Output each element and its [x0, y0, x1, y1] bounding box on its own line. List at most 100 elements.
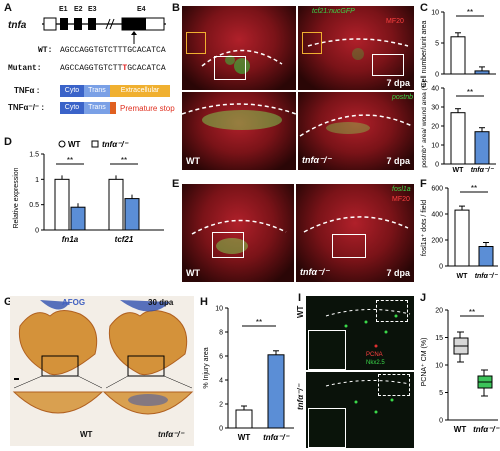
panel-d-bar-1-0 — [70, 206, 86, 231]
panel-i-ko-image — [306, 372, 414, 448]
panel-g-ko-label: tnfα⁻/⁻ — [158, 430, 184, 439]
panel-c-top-ylabel: Cell number/unit area — [421, 20, 428, 87]
panel-b-mf20-marker: MF20 — [386, 18, 404, 25]
panel-f-ylabel: fosl1a⁺ dots / field — [421, 200, 428, 256]
y-tick-label: 400 — [431, 212, 443, 219]
panel-b-postnb-marker: postnb — [392, 94, 414, 101]
panel-d-legend-wt: WT — [68, 140, 81, 149]
tnfa-gene-label: tnfa — [8, 20, 27, 31]
panel-d-bar-1-1 — [124, 198, 140, 231]
panel-h-bar-1 — [267, 354, 285, 429]
y-tick-label: 6 — [219, 354, 223, 361]
panel-i-pcna-marker: PCNA — [366, 352, 383, 358]
panel-d-legend-ko: tnfα⁻/⁻ — [102, 140, 129, 149]
y-tick-label: 4 — [219, 378, 223, 385]
panel-i-ko-label: tnfα⁻/⁻ — [296, 384, 305, 410]
panel-h-sig: ** — [256, 318, 262, 327]
panel-c-bottom-sig: ** — [467, 88, 473, 97]
y-tick-label: 0.5 — [29, 202, 39, 209]
panel-c-x-wt: WT — [453, 167, 465, 174]
y-tick-label: 200 — [431, 238, 443, 245]
panel-c-label: C — [420, 2, 428, 14]
panel-d-chart: WT tnfα⁻/⁻ Relative expression 00.511.5 … — [13, 140, 164, 244]
panel-b-7dpa-top: 7 dpa — [386, 78, 410, 88]
y-tick-label: 40 — [431, 86, 439, 93]
mutant-protein-label: TNFα⁻/⁻ : — [8, 103, 45, 112]
y-tick-label: 1 — [35, 177, 39, 184]
panel-c-x-ko: tnfα⁻/⁻ — [471, 167, 495, 174]
y-tick-label: 10 — [435, 363, 443, 370]
panel-g-afog-label: AFOG — [62, 298, 86, 307]
y-tick-label: 8 — [219, 330, 223, 337]
y-tick-label: 10 — [431, 10, 439, 17]
panel-c-bottom-bar-1 — [474, 131, 490, 165]
panel-j-x-wt: WT — [454, 425, 467, 434]
panel-b-wt-top-image — [182, 6, 296, 90]
panel-b-ko-label: tnfα⁻/⁻ — [302, 155, 332, 165]
panel-j-x-ko: tnfα⁻/⁻ — [473, 425, 500, 434]
panel-j-ylabel: PCNA⁺ CM (%) — [421, 338, 428, 387]
wt-label: WT: — [38, 46, 53, 55]
wt-sequence: AGCCAGGTGTCTTTGCACATCA — [60, 46, 166, 55]
panel-b-ko-bottom-image: tnfα⁻/⁻ 7 dpa — [298, 92, 414, 170]
panel-d-x-fn1a: fn1a — [62, 235, 79, 244]
y-tick-label: 600 — [431, 186, 443, 193]
panel-f-bar-1 — [478, 246, 494, 267]
panel-g-30dpa: 30 dpa — [148, 298, 174, 307]
panel-e-ko-label: tnfα⁻/⁻ — [300, 267, 330, 277]
panel-c-bottom-bar-0 — [450, 112, 466, 165]
panel-c-bottom-ylabel: postnb⁺ area/ wound area (%) — [421, 80, 428, 167]
mutant-sequence: AGCCAGGTGTCTTTGCACATCA — [60, 64, 166, 73]
y-tick-label: 0 — [219, 426, 223, 433]
y-tick-label: 5 — [439, 390, 443, 397]
panel-f-chart: fosl1a⁺ dots / field 0 200 400 600 ** WT tn… — [421, 184, 499, 280]
panel-j-chart: PCNA⁺ CM (%) 0 5 10 15 20 ** WT tnfα⁻/⁻ — [421, 308, 500, 435]
panel-g-wt-label: WT — [80, 430, 93, 439]
panel-i-wt-image: PCNA Nkx2.5 — [306, 296, 414, 370]
panel-g-image: AFOG 30 dpa WT tnfα⁻/⁻ — [10, 296, 194, 446]
exon-3-label: E3 — [88, 6, 97, 13]
panel-j-label: J — [420, 292, 427, 304]
panel-b-ko-top-image: 7 dpa — [298, 6, 414, 90]
panel-i-wt-label: WT — [296, 305, 305, 318]
exon-2-label: E2 — [74, 6, 83, 13]
y-tick-label: 0 — [435, 72, 439, 79]
panel-i-nkx-marker: Nkx2.5 — [366, 360, 385, 366]
y-tick-label: 15 — [435, 335, 443, 342]
panel-b-tcf21-marker: tcf21:nucGFP — [312, 8, 355, 15]
y-tick-label: 0 — [35, 228, 39, 235]
panel-b-label: B — [172, 2, 180, 14]
panel-a-label: A — [4, 2, 12, 14]
panel-d-label: D — [4, 136, 12, 148]
gene-structure-diagram — [42, 17, 166, 44]
y-tick-label: 1.5 — [29, 152, 39, 159]
panel-g-label: G — [4, 296, 13, 308]
panel-f-label: F — [420, 178, 427, 190]
panel-d-ylabel: Relative expression — [13, 167, 20, 228]
panel-d-x-tcf21: tcf21 — [115, 235, 134, 244]
panel-e-fosl1a-marker: fosl1a — [392, 186, 411, 193]
panel-i-label: I — [298, 292, 302, 304]
panel-e-mf20-marker: MF20 — [392, 196, 410, 203]
panel-e-ko-image: tnfα⁻/⁻ 7 dpa — [296, 184, 414, 282]
panel-c-charts: Cell number/unit area 0 5 10 ** postnb⁺ ar… — [421, 8, 496, 174]
panel-e-wt-image: WT — [182, 184, 294, 282]
panel-c-top-bar-1 — [474, 70, 490, 75]
y-tick-label: 0 — [439, 264, 443, 271]
panel-f-bar-0 — [454, 209, 470, 267]
premature-stop-label: Premature stop — [120, 104, 175, 113]
panel-e-label: E — [172, 178, 180, 190]
panel-h-label: H — [200, 296, 208, 308]
panel-d-sig-2: ** — [121, 156, 127, 165]
exon-1-label: E1 — [59, 6, 68, 13]
panel-e-7dpa: 7 dpa — [386, 268, 410, 278]
panel-h-ylabel: % Injury area — [203, 347, 210, 388]
panel-f-x-ko: tnfα⁻/⁻ — [475, 273, 499, 280]
wt-protein-label: TNFα : — [14, 86, 40, 95]
panel-h-chart: % Injury area 0 2 4 6 8 10 ** WT tnfα⁻/⁻ — [203, 306, 294, 442]
panel-c-top-sig: ** — [467, 8, 473, 17]
y-tick-label: 0 — [439, 418, 443, 425]
mutant-label: Mutant: — [8, 64, 42, 73]
panel-d-bar-0-0 — [54, 178, 70, 231]
panel-d-bar-0-1 — [108, 178, 124, 231]
